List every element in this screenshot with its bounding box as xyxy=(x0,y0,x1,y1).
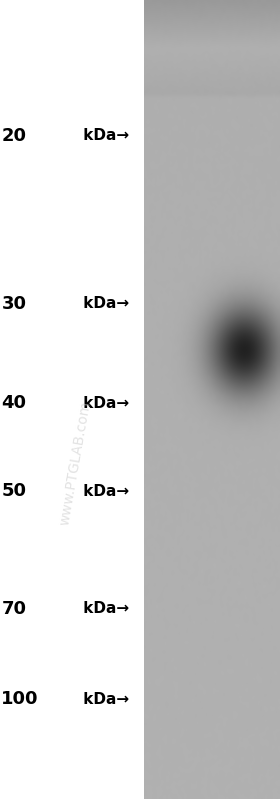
Text: kDa→: kDa→ xyxy=(78,129,130,143)
Text: kDa→: kDa→ xyxy=(78,296,130,311)
Text: kDa→: kDa→ xyxy=(78,602,130,616)
Text: 20: 20 xyxy=(1,127,26,145)
Text: 50: 50 xyxy=(1,483,26,500)
Text: 40: 40 xyxy=(1,395,26,412)
Text: www.PTGLAB.com: www.PTGLAB.com xyxy=(58,400,94,527)
Text: 70: 70 xyxy=(1,600,26,618)
Text: 100: 100 xyxy=(1,690,39,708)
Text: kDa→: kDa→ xyxy=(78,396,130,411)
Text: 30: 30 xyxy=(1,295,26,312)
Text: kDa→: kDa→ xyxy=(78,484,130,499)
Text: kDa→: kDa→ xyxy=(78,692,130,706)
